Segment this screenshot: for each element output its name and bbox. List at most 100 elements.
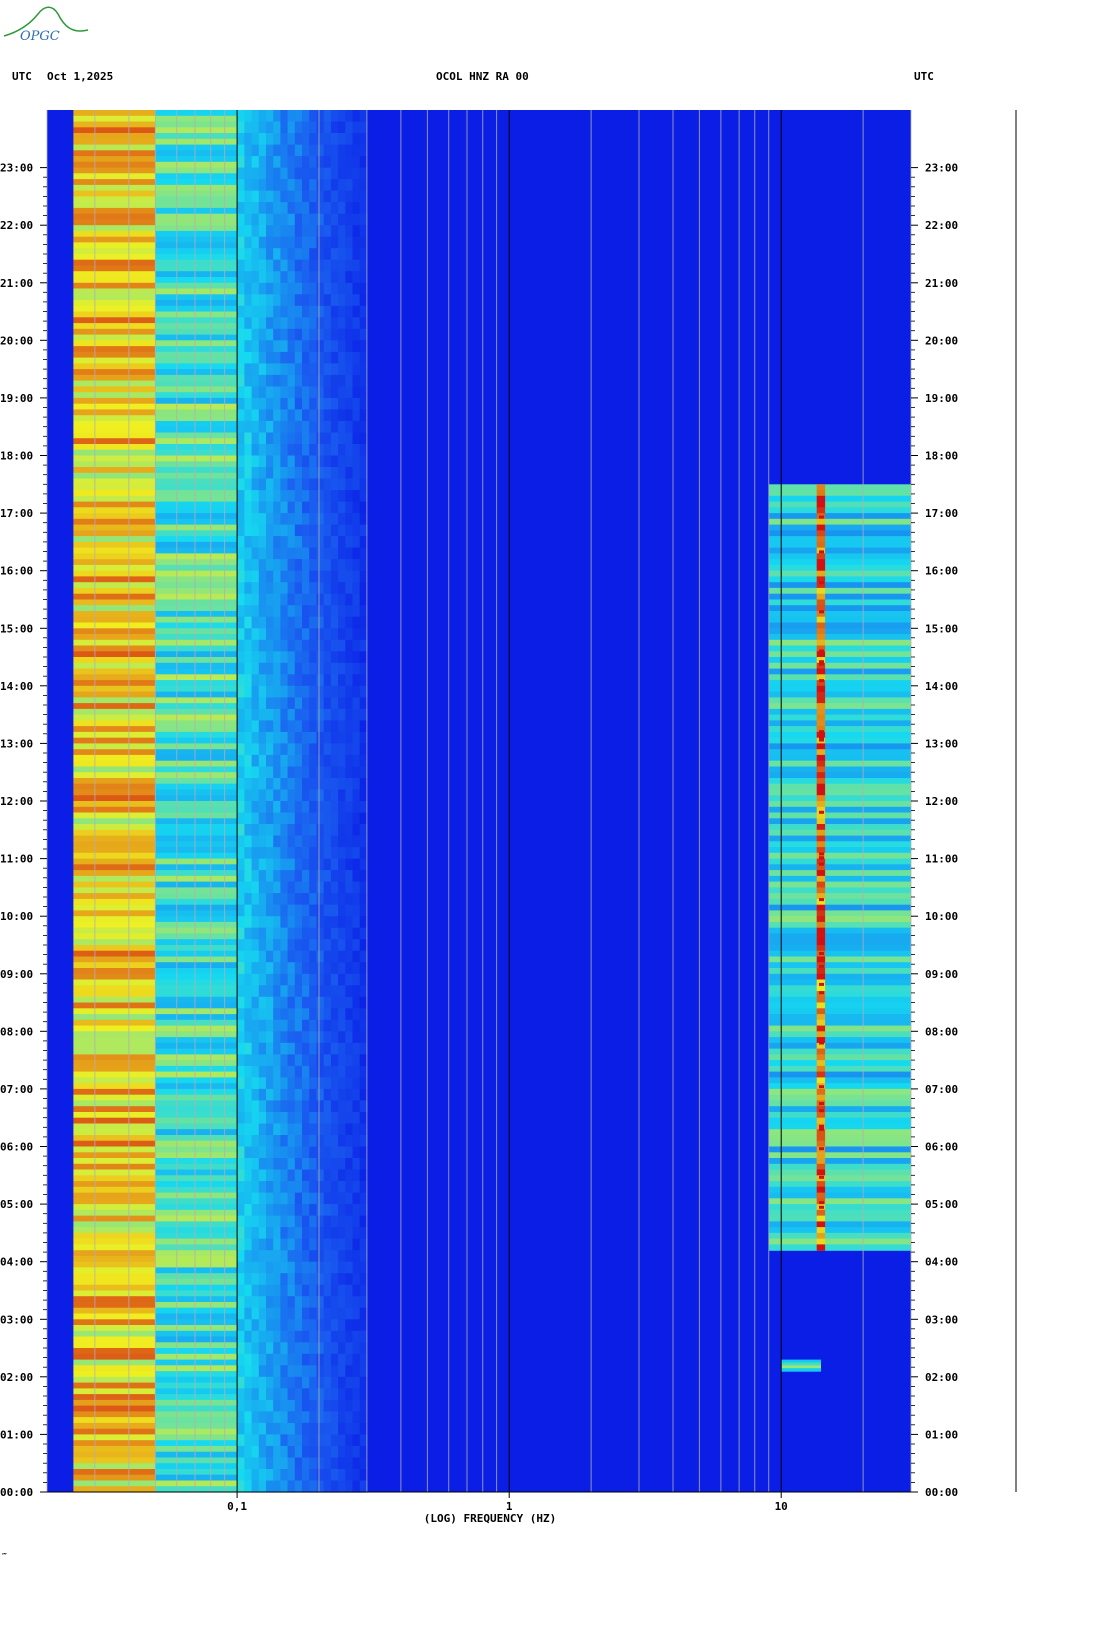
heat-cell xyxy=(302,467,310,480)
heat-cell xyxy=(338,1434,346,1447)
heat-cell xyxy=(73,605,156,612)
heat-cell xyxy=(155,478,238,485)
heat-cell xyxy=(258,1181,267,1194)
heat-cell xyxy=(309,1376,317,1389)
heat-cell xyxy=(316,582,325,595)
heat-cell xyxy=(280,1215,289,1228)
heat-cell xyxy=(352,317,361,330)
heat-cell xyxy=(359,1158,368,1171)
heat-cell xyxy=(768,1094,911,1102)
heat-cell xyxy=(280,1031,289,1044)
heat-cell xyxy=(73,1353,156,1361)
heat-cell xyxy=(345,1319,354,1332)
heat-cell xyxy=(294,259,303,272)
heat-cell xyxy=(352,824,361,837)
heat-cell xyxy=(323,1353,332,1366)
heat-cell xyxy=(345,547,354,560)
heat-cell xyxy=(345,662,354,675)
heat-cell xyxy=(155,541,238,549)
heat-cell xyxy=(237,490,245,503)
heat-cell xyxy=(345,513,354,526)
heat-cell xyxy=(287,409,296,422)
heat-cell xyxy=(768,772,911,779)
heat-cell xyxy=(280,536,289,549)
y-tick-label-left: 21:00 xyxy=(0,277,33,290)
heat-cell xyxy=(73,1175,156,1182)
heat-cell xyxy=(287,973,296,986)
heat-cell xyxy=(280,236,289,249)
heat-cell xyxy=(316,1088,325,1101)
heat-cell xyxy=(155,1238,238,1245)
heat-cell xyxy=(330,363,339,376)
heat-cell xyxy=(155,714,238,721)
heat-cell xyxy=(359,363,368,376)
heat-cell xyxy=(309,536,317,549)
heat-cell xyxy=(768,956,911,963)
heat-cell xyxy=(258,386,267,399)
heat-cell xyxy=(244,628,253,641)
heat-cell xyxy=(316,317,325,330)
heat-cell xyxy=(155,1077,238,1084)
heat-cell xyxy=(280,1169,289,1182)
heat-cell xyxy=(73,386,156,393)
heat-cell xyxy=(155,812,238,819)
heat-cell xyxy=(273,1261,281,1274)
heat-cell xyxy=(294,467,303,480)
heat-cell xyxy=(251,1204,260,1217)
heat-cell xyxy=(266,835,274,848)
peak-marker xyxy=(819,1205,824,1209)
heat-cell xyxy=(302,754,310,767)
heat-cell xyxy=(323,1215,332,1228)
heat-cell xyxy=(309,812,317,825)
heat-cell xyxy=(294,513,303,526)
heat-cell xyxy=(816,587,826,595)
heat-cell xyxy=(280,1469,289,1482)
heat-cell xyxy=(73,1376,156,1384)
heat-cell xyxy=(316,904,325,917)
heat-cell xyxy=(237,1169,245,1182)
heat-cell xyxy=(266,1158,274,1171)
heat-cell xyxy=(258,1434,267,1447)
heat-cell xyxy=(352,409,361,422)
heat-cell xyxy=(155,1002,238,1009)
heat-cell xyxy=(316,754,325,767)
heat-cell xyxy=(294,1088,303,1101)
heat-cell xyxy=(316,1169,325,1182)
heat-cell xyxy=(73,714,156,721)
heat-cell xyxy=(237,1469,245,1482)
heat-cell xyxy=(345,259,354,272)
heat-cell xyxy=(258,1123,267,1136)
y-tick-label-left: 05:00 xyxy=(0,1198,33,1211)
heat-cell xyxy=(352,1342,361,1355)
heat-cell xyxy=(316,835,325,848)
heat-cell xyxy=(330,570,339,583)
heat-cell xyxy=(323,697,332,710)
heat-cell xyxy=(330,1112,339,1125)
heat-cell xyxy=(816,778,826,785)
heat-cell xyxy=(244,1065,253,1078)
heat-cell xyxy=(330,282,339,295)
heat-cell xyxy=(244,213,253,226)
heat-cell xyxy=(359,582,368,595)
heat-cell xyxy=(294,202,303,215)
heat-cell xyxy=(273,1273,281,1286)
heat-cell xyxy=(294,1250,303,1263)
heat-cell xyxy=(309,1065,317,1078)
heat-cell xyxy=(330,858,339,871)
heat-cell xyxy=(352,893,361,906)
heat-cell xyxy=(768,657,911,664)
heat-cell xyxy=(237,363,245,376)
heat-cell xyxy=(352,812,361,825)
heat-cell xyxy=(258,962,267,975)
heat-cell xyxy=(768,1112,911,1119)
heat-cell xyxy=(345,374,354,387)
heat-cell xyxy=(338,1422,346,1435)
heat-cell xyxy=(155,294,238,301)
heat-cell xyxy=(155,680,238,687)
heat-cell xyxy=(330,1054,339,1067)
heat-cell xyxy=(352,754,361,767)
heat-cell xyxy=(345,351,354,364)
heat-cell xyxy=(309,1204,317,1217)
heat-cell xyxy=(316,870,325,883)
heat-cell xyxy=(345,985,354,998)
